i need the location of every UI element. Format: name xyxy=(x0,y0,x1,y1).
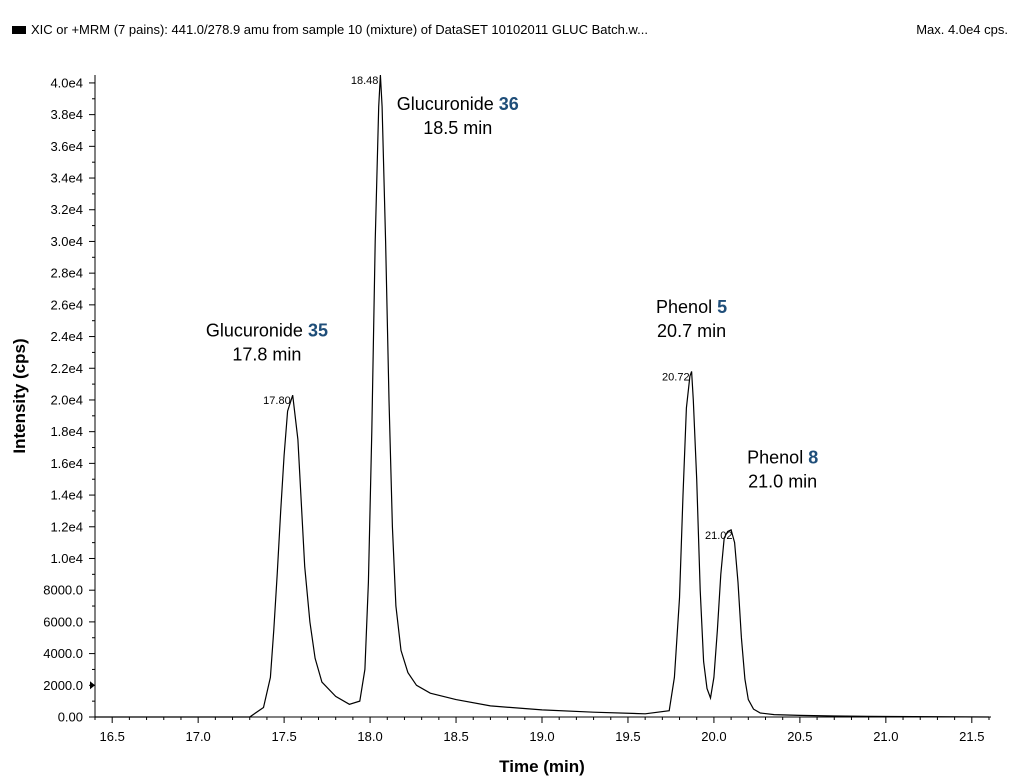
x-tick-label: 18.0 xyxy=(357,729,382,744)
y-tick-label: 1.6e4 xyxy=(50,456,83,471)
annotation-time-label: 21.0 min xyxy=(748,471,817,491)
y-tick-label: 3.2e4 xyxy=(50,202,83,217)
chart-title: XIC or +MRM (7 pains): 441.0/278.9 amu f… xyxy=(31,22,648,37)
y-tick-label: 3.8e4 xyxy=(50,107,83,122)
annotation-compound-number: 35 xyxy=(308,321,328,341)
annotation-compound-number: 5 xyxy=(717,297,727,317)
chart-header: XIC or +MRM (7 pains): 441.0/278.9 amu f… xyxy=(0,0,1011,40)
axes xyxy=(94,75,991,718)
y-tick-label: 2.6e4 xyxy=(50,297,83,312)
y-tick-label: 1.2e4 xyxy=(50,519,83,534)
annotation-compound-label: Glucuronide 36 xyxy=(397,94,519,114)
peak-rt-label: 17.80 xyxy=(263,395,291,407)
x-tick-label: 18.5 xyxy=(443,729,468,744)
x-tick-label: 21.5 xyxy=(959,729,984,744)
peak-rt-label: 20.72 xyxy=(662,371,690,383)
peak-labels: 17.80 18.48 20.72 21.02 xyxy=(263,75,732,542)
annotation-compound-name: Glucuronide xyxy=(206,321,308,341)
annotation-compound-number: 36 xyxy=(499,94,519,114)
y-tick-label: 4.0e4 xyxy=(50,75,83,90)
y-axis-label: Intensity (cps) xyxy=(10,338,29,453)
peak-rt-label: 21.02 xyxy=(705,530,733,542)
y-tick-label: 8000.0 xyxy=(43,583,83,598)
annotation-compound-label: Phenol 5 xyxy=(656,297,727,317)
annotation-time-label: 20.7 min xyxy=(657,321,726,341)
annotation-compound-label: Glucuronide 35 xyxy=(206,321,328,341)
max-intensity-label: Max. 4.0e4 cps. xyxy=(916,22,1008,37)
peak-rt-label: 18.48 xyxy=(351,75,379,87)
annotation-time-label: 18.5 min xyxy=(423,118,492,138)
y-tick-label: 2000.0 xyxy=(43,678,83,693)
annotation-compound-name: Phenol xyxy=(747,447,808,467)
y-tick-label: 3.0e4 xyxy=(50,234,83,249)
legend-swatch xyxy=(12,26,26,34)
y-tick-label: 1.4e4 xyxy=(50,488,83,503)
x-tick-label: 19.5 xyxy=(615,729,640,744)
y-tick-label: 1.0e4 xyxy=(50,551,83,566)
threshold-marker-icon xyxy=(90,681,95,690)
x-axis-label: Time (min) xyxy=(499,757,585,776)
y-tick-label: 2.8e4 xyxy=(50,266,83,281)
x-tick-label: 16.5 xyxy=(100,729,125,744)
x-tick-label: 20.0 xyxy=(701,729,726,744)
y-ticks: 0.00 2000.0 4000.0 6000.0 8000.0 1.0e4 1.2e4 1.… xyxy=(43,75,95,725)
y-tick-label: 0.00 xyxy=(58,710,83,725)
x-ticks: 16.5 17.0 17.5 18.0 18.5 19.0 19.5 20.0 20.5 21.0… xyxy=(94,717,990,744)
y-tick-label: 4000.0 xyxy=(43,646,83,661)
x-tick-label: 17.0 xyxy=(185,729,210,744)
x-tick-label: 19.0 xyxy=(529,729,554,744)
xic-trace-line xyxy=(95,74,990,718)
y-tick-label: 2.0e4 xyxy=(50,392,83,407)
y-tick-label: 2.4e4 xyxy=(50,329,83,344)
y-tick-label: 3.4e4 xyxy=(50,171,83,186)
annotation-compound-name: Glucuronide xyxy=(397,94,499,114)
annotation-time-label: 17.8 min xyxy=(232,345,301,365)
annotation-compound-number: 8 xyxy=(808,447,818,467)
x-tick-label: 17.5 xyxy=(271,729,296,744)
y-tick-label: 6000.0 xyxy=(43,614,83,629)
y-tick-label: 1.8e4 xyxy=(50,424,83,439)
annotation-compound-label: Phenol 8 xyxy=(747,447,818,467)
y-tick-label: 2.2e4 xyxy=(50,361,83,376)
y-tick-label: 3.6e4 xyxy=(50,139,83,154)
x-tick-label: 20.5 xyxy=(787,729,812,744)
x-tick-label: 21.0 xyxy=(873,729,898,744)
annotation-compound-name: Phenol xyxy=(656,297,717,317)
peak-annotations: Glucuronide 35 17.8 min Glucuronide 36 18.5… xyxy=(206,94,818,491)
